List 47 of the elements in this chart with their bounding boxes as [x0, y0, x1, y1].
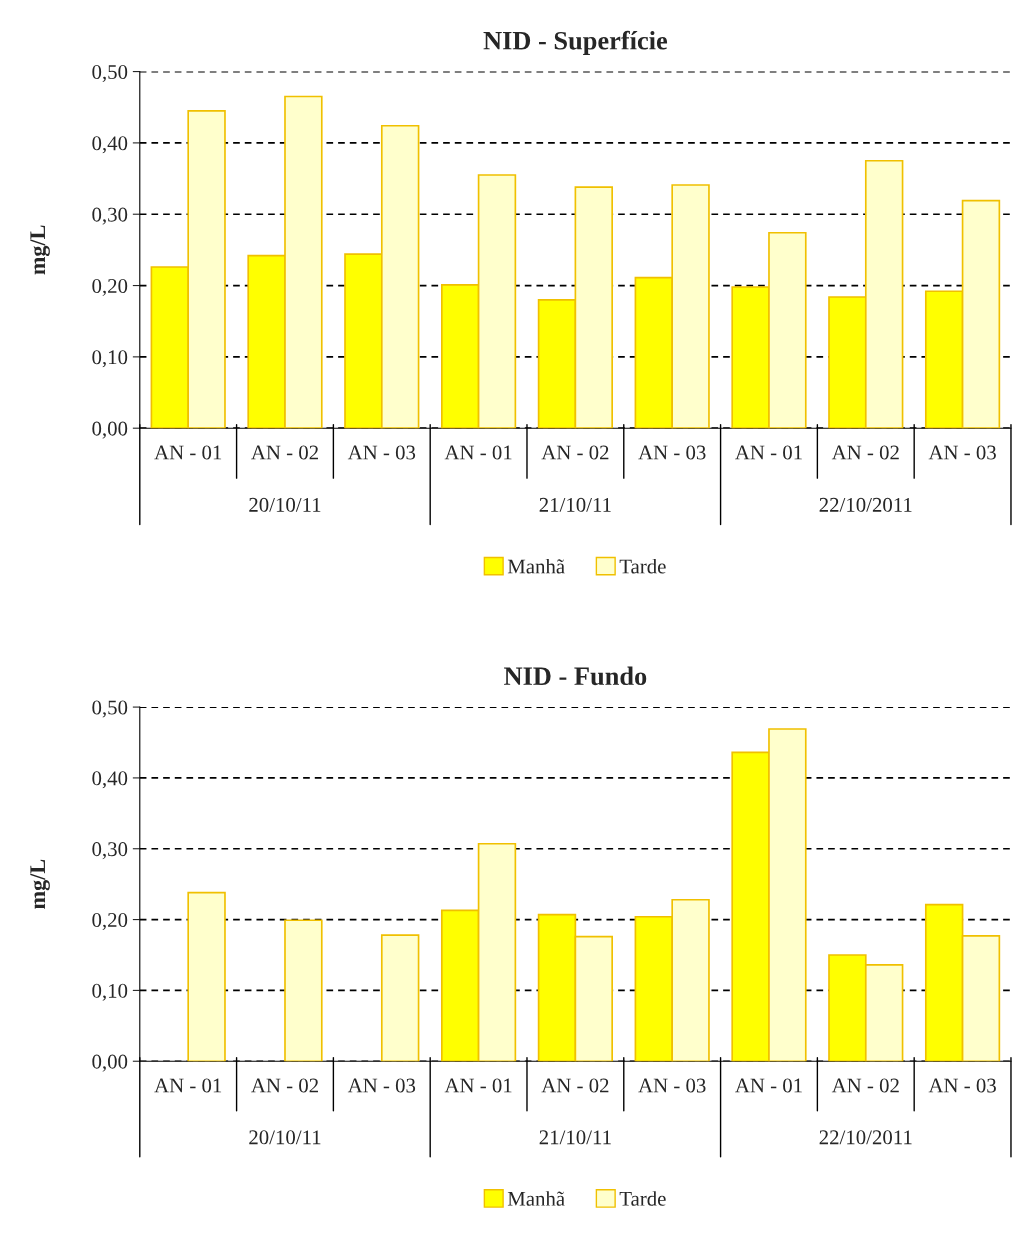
text: 22/10/2011	[819, 1130, 912, 1145]
chart-title: NID - Fundo	[504, 666, 647, 686]
legend-label: Manhã	[507, 558, 565, 574]
text: 21/10/11	[539, 497, 611, 512]
x-tick-label: AN - 03	[347, 1078, 416, 1093]
x-tick-label: AN - 03	[347, 445, 416, 460]
x-tick-label: AN - 02	[251, 1078, 318, 1093]
y-axis-title: mg/L	[30, 859, 50, 909]
y-axis-title: mg/L	[30, 225, 50, 275]
y-tick-label: 0,40	[92, 136, 128, 154]
x-tick-label: AN - 01	[154, 1078, 222, 1093]
y-tick-label: 0,50	[92, 700, 128, 718]
text: 22/10/2011	[819, 497, 912, 512]
legend-label: Tarde	[619, 1191, 666, 1206]
x-tick-label: AN - 02	[541, 445, 609, 460]
text: 21/10/11	[539, 1130, 611, 1145]
y-tick-label: 0,30	[92, 842, 128, 860]
legend-label: Tarde	[619, 558, 666, 574]
y-tick-label: 0,50	[92, 64, 128, 82]
text: 20/10/11	[249, 1130, 321, 1145]
bar	[187, 891, 226, 1062]
y-tick-label: 0,10	[92, 983, 128, 1001]
y-tick-label: 0,20	[92, 278, 128, 296]
legend-label: Manhã	[507, 1191, 565, 1206]
x-tick-label: AN - 02	[251, 445, 318, 460]
x-tick-label: AN - 03	[638, 445, 706, 460]
text: 20/10/11	[249, 497, 321, 512]
x-tick-label: AN - 02	[831, 445, 899, 460]
bar	[284, 919, 323, 1062]
x-tick-label: AN - 01	[154, 445, 222, 460]
x-tick-label: AN - 01	[735, 1078, 802, 1093]
y-tick-label: 0,30	[92, 207, 128, 225]
y-tick-label: 0,40	[92, 771, 128, 789]
x-tick-label: AN - 02	[831, 1078, 899, 1093]
x-tick-label: AN - 03	[928, 1078, 996, 1093]
x-tick-label: AN - 03	[638, 1078, 706, 1093]
bar	[380, 934, 420, 1062]
y-tick-label: 0,00	[92, 1054, 128, 1072]
x-tick-label: AN - 01	[444, 445, 512, 460]
x-tick-label: AN - 01	[735, 445, 802, 460]
chart-title: NID - Superfície	[483, 30, 668, 55]
x-tick-label: AN - 02	[541, 1078, 609, 1093]
y-tick-label: 0,10	[92, 350, 128, 368]
y-tick-label: 0,20	[92, 912, 128, 931]
x-tick-label: AN - 01	[444, 1078, 512, 1093]
x-tick-label: AN - 03	[928, 445, 996, 460]
y-tick-label: 0,00	[92, 421, 128, 439]
